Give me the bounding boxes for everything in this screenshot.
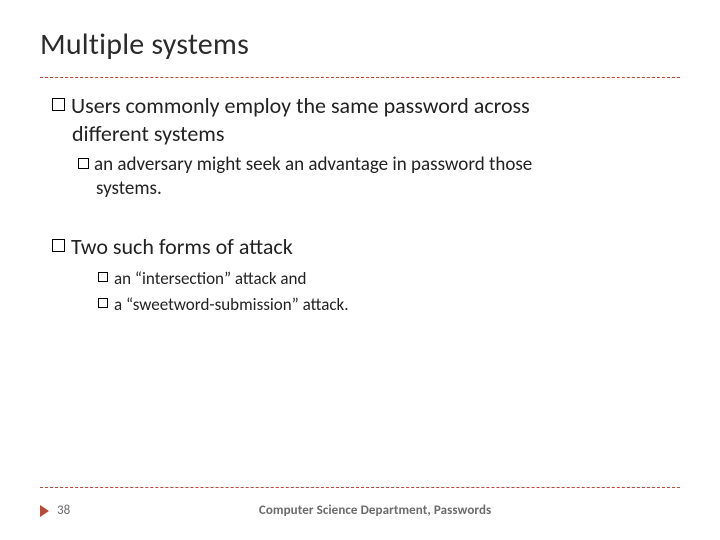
content-area: Users commonly employ the same password …	[0, 78, 720, 316]
square-bullet-icon	[52, 98, 65, 111]
bullet-1-sub1-text-line2: systems.	[96, 177, 680, 201]
bullet-2-sub2: a “sweetword-submission” attack.	[98, 294, 680, 316]
page-number: 38	[57, 503, 70, 518]
footer-divider	[40, 487, 680, 488]
bullet-2-sub1-text: an “intersection” attack and	[114, 268, 306, 290]
bullet-1-sub1-line1: an adversary might seek an advantage in …	[78, 153, 680, 177]
bullet-1: Users commonly employ the same password …	[52, 92, 680, 201]
bullet-1-line1: Users commonly employ the same password …	[52, 92, 680, 120]
bullet-1-text-line1: Users commonly employ the same password …	[71, 92, 530, 120]
bullet-2-sub2-text: a “sweetword-submission” attack.	[114, 294, 349, 316]
square-bullet-icon	[78, 158, 89, 169]
bullet-2-sub1-line: an “intersection” attack and	[98, 268, 680, 290]
bullet-1-sub1-text-line1: an adversary might seek an advantage in …	[94, 153, 532, 177]
slide-title: Multiple systems	[40, 26, 680, 63]
bullet-1-text-line2: different systems	[72, 120, 680, 148]
square-bullet-icon	[98, 272, 108, 282]
triangle-icon	[40, 505, 49, 517]
slide: Multiple systems Users commonly employ t…	[0, 0, 720, 540]
bullet-2-sub2-line: a “sweetword-submission” attack.	[98, 294, 680, 316]
bullet-2-sub1: an “intersection” attack and	[98, 268, 680, 290]
bullet-2: Two such forms of attack an “intersectio…	[52, 233, 680, 317]
footer: 38 Computer Science Department, Password…	[40, 503, 680, 518]
spacer	[52, 215, 680, 233]
title-area: Multiple systems	[0, 0, 720, 71]
footer-text: Computer Science Department, Passwords	[70, 503, 680, 518]
page-marker: 38	[40, 503, 70, 518]
bullet-2-text-line1: Two such forms of attack	[71, 233, 293, 261]
square-bullet-icon	[98, 298, 108, 308]
square-bullet-icon	[52, 239, 65, 252]
bullet-2-line1: Two such forms of attack	[52, 233, 680, 261]
bullet-1-sub1: an adversary might seek an advantage in …	[78, 153, 680, 201]
